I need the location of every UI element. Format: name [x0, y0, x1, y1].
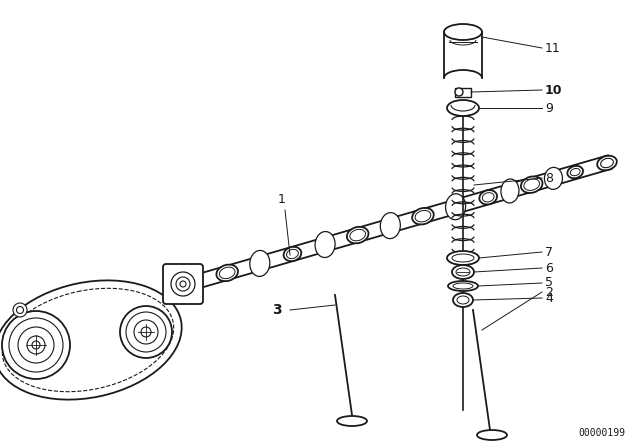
Ellipse shape: [171, 272, 195, 296]
Ellipse shape: [27, 336, 45, 354]
Text: 4: 4: [545, 292, 553, 305]
Ellipse shape: [17, 306, 24, 314]
Text: 10: 10: [545, 83, 563, 96]
Ellipse shape: [521, 177, 543, 193]
Ellipse shape: [453, 293, 473, 307]
Text: 2: 2: [545, 285, 553, 298]
Ellipse shape: [448, 281, 478, 291]
Ellipse shape: [501, 179, 519, 203]
Ellipse shape: [447, 251, 479, 265]
Ellipse shape: [347, 227, 369, 243]
Text: 5: 5: [545, 276, 553, 289]
Ellipse shape: [445, 194, 465, 220]
Ellipse shape: [479, 190, 497, 204]
Ellipse shape: [120, 306, 172, 358]
Ellipse shape: [216, 265, 238, 281]
Ellipse shape: [141, 327, 151, 337]
FancyBboxPatch shape: [163, 264, 203, 304]
Ellipse shape: [380, 213, 401, 239]
Text: 3: 3: [272, 303, 282, 317]
Ellipse shape: [284, 247, 301, 261]
Ellipse shape: [250, 250, 270, 276]
Ellipse shape: [0, 280, 182, 400]
Ellipse shape: [13, 303, 27, 317]
Ellipse shape: [444, 24, 482, 40]
Text: 6: 6: [545, 262, 553, 275]
Ellipse shape: [2, 311, 70, 379]
Ellipse shape: [545, 168, 563, 190]
Text: 7: 7: [545, 246, 553, 258]
Ellipse shape: [32, 341, 40, 349]
Text: 9: 9: [545, 102, 553, 115]
Text: 11: 11: [545, 42, 561, 55]
Ellipse shape: [134, 320, 158, 344]
Ellipse shape: [337, 416, 367, 426]
Ellipse shape: [597, 156, 617, 170]
Text: 00000199: 00000199: [578, 428, 625, 438]
Ellipse shape: [315, 232, 335, 258]
Text: 1: 1: [278, 193, 286, 206]
Bar: [455, 88, 471, 97]
Ellipse shape: [452, 265, 474, 279]
Ellipse shape: [477, 430, 507, 440]
Ellipse shape: [412, 208, 434, 224]
Text: 8: 8: [545, 172, 553, 185]
Ellipse shape: [455, 88, 463, 96]
Ellipse shape: [567, 166, 583, 178]
Ellipse shape: [180, 281, 186, 287]
Ellipse shape: [447, 100, 479, 116]
